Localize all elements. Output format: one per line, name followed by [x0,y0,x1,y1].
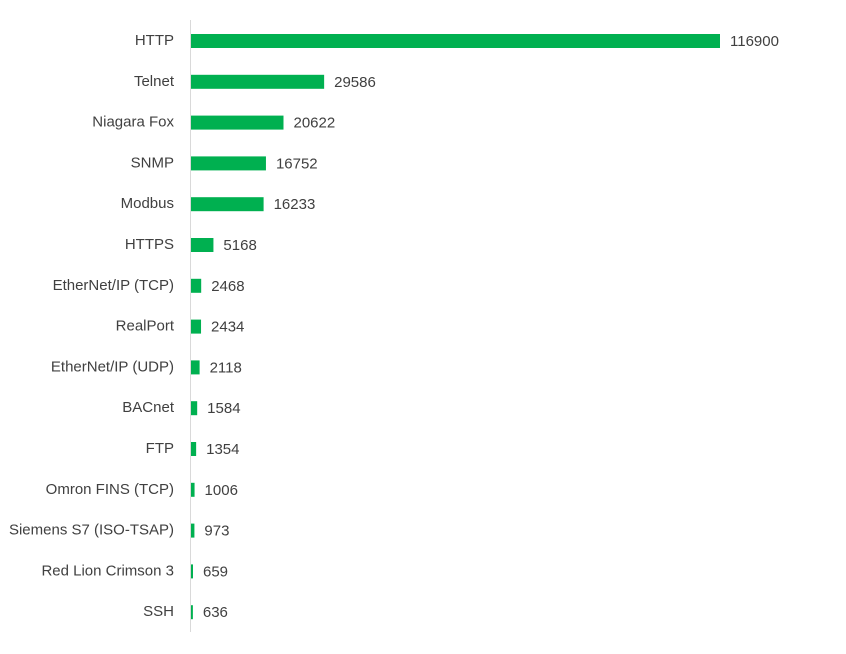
bar [191,278,202,293]
data-label: 1354 [206,441,239,458]
data-label: 973 [204,523,229,540]
bar [191,564,193,579]
category-label: Omron FINS (TCP) [46,481,174,498]
category-label: EtherNet/IP (TCP) [53,277,174,294]
category-label: Modbus [121,195,174,212]
data-label: 5168 [223,237,256,254]
category-label: FTP [146,440,174,457]
data-label: 20622 [293,115,335,132]
category-label: SSH [143,603,174,620]
category-label: EtherNet/IP (UDP) [51,358,174,375]
data-label: 29586 [334,74,376,91]
category-label: BACnet [122,399,175,416]
category-label: Niagara Fox [92,114,174,131]
data-label: 16233 [274,196,316,213]
bar [191,156,266,171]
category-label: HTTPS [125,236,174,253]
bar [191,442,197,456]
category-label: SNMP [131,154,174,171]
bar [191,605,193,620]
category-label: Red Lion Crimson 3 [41,562,174,579]
data-label: 116900 [730,33,779,50]
bar [191,401,198,416]
bar [191,74,325,89]
bar [191,34,720,48]
data-label: 1006 [205,482,238,499]
data-label: 16752 [276,155,318,172]
data-label: 1584 [207,400,240,417]
bar [191,319,202,334]
data-label: 2434 [211,319,244,336]
data-label: 2468 [211,278,244,295]
data-label: 636 [203,604,228,621]
data-label: 2118 [210,359,242,376]
bar [191,238,214,252]
category-label: HTTP [135,32,174,49]
bar [191,523,195,538]
bar [191,197,264,212]
bar [191,482,195,497]
data-label: 659 [203,563,228,580]
bar [191,360,200,375]
bar [191,115,284,130]
category-label: RealPort [116,318,175,335]
category-label: Telnet [134,73,175,90]
category-label: Siemens S7 (ISO-TSAP) [9,522,174,539]
